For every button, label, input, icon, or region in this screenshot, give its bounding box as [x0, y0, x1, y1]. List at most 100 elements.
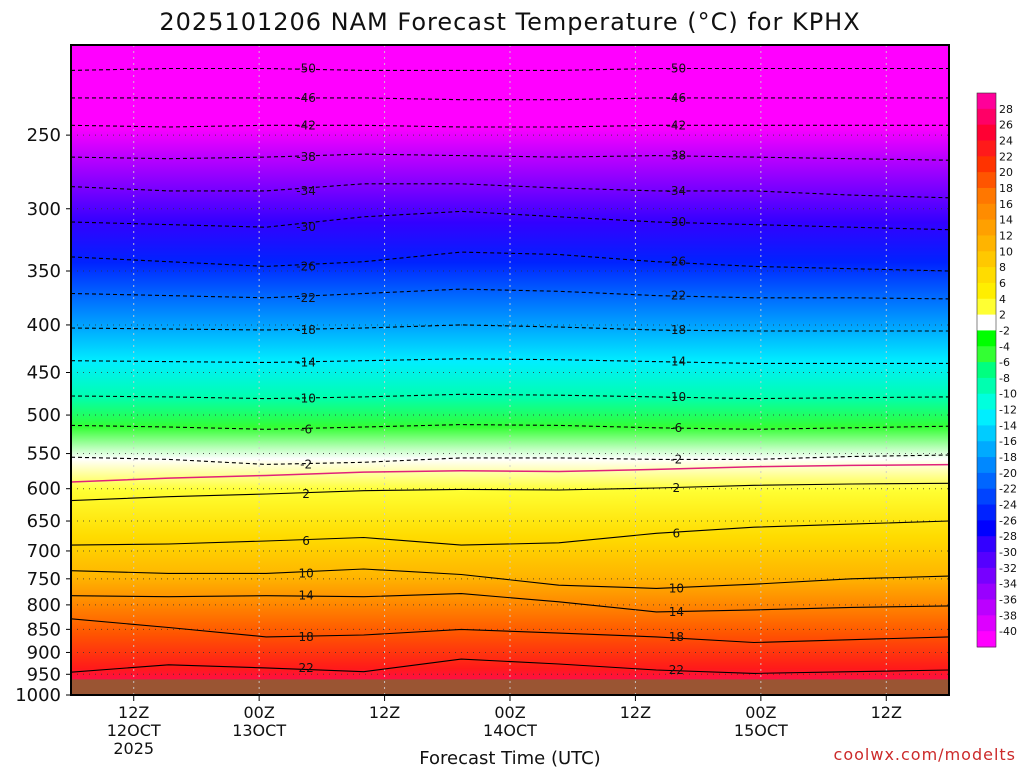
- colorbar-label: -34: [999, 578, 1017, 591]
- contour-label: -6: [300, 422, 312, 436]
- y-tick-label: 250: [27, 125, 61, 146]
- contour-line: [71, 454, 949, 465]
- colorbar-swatch: [977, 267, 996, 284]
- contour-line: [71, 97, 949, 101]
- colorbar-label: -20: [999, 467, 1017, 480]
- colorbar-label: -6: [999, 356, 1010, 369]
- contour-line: [71, 153, 949, 161]
- colorbar-label: -24: [999, 499, 1017, 512]
- colorbar-swatch: [977, 235, 996, 252]
- x-axis-title: Forecast Time (UTC): [419, 748, 600, 768]
- contour-label: -2: [300, 457, 312, 471]
- colorbar-label: 18: [999, 182, 1013, 195]
- colorbar-label: 26: [999, 119, 1013, 132]
- colorbar-swatch: [977, 156, 996, 173]
- colorbar-label: -40: [999, 625, 1017, 638]
- contour-label: -14: [667, 355, 687, 369]
- y-tick-label: 450: [27, 363, 61, 384]
- contour-line: [71, 324, 949, 332]
- colorbar-label: 10: [999, 245, 1013, 258]
- colorbar-label: -16: [999, 435, 1017, 448]
- x-tick-label: 00Z: [745, 703, 776, 722]
- y-tick-label: 800: [27, 595, 61, 616]
- contour-label: 14: [669, 605, 684, 619]
- y-axis: 2503003504004505005506006507007508008509…: [15, 125, 71, 706]
- y-tick-label: 600: [27, 479, 61, 500]
- contour-label: 18: [298, 630, 313, 644]
- contour-label: -34: [296, 184, 316, 198]
- contour-label: -6: [670, 421, 682, 435]
- x-tick-label: 2025: [113, 739, 154, 758]
- contour-label: -38: [296, 150, 316, 164]
- colorbar-swatch: [977, 251, 996, 268]
- y-tick-label: 300: [27, 199, 61, 220]
- contour-label: -50: [667, 62, 687, 76]
- y-tick-label: 850: [27, 619, 61, 640]
- contour-line: [71, 568, 949, 589]
- contour-label: 22: [298, 661, 313, 675]
- colorbar-label: -30: [999, 546, 1017, 559]
- colorbar-swatch: [977, 536, 996, 553]
- contour-label: 6: [302, 534, 310, 548]
- contour-label: -42: [296, 118, 316, 132]
- contour-label: -26: [667, 255, 687, 269]
- colorbar-swatch: [977, 203, 996, 221]
- colorbar: 28 26 24 22 20 18 16 14 12 10 8 6 4 2 -2 -4 -6 -8 -10 -12 -1…: [976, 92, 1017, 648]
- y-tick-label: 550: [27, 444, 61, 465]
- colorbar-swatch: [977, 583, 996, 601]
- colorbar-swatch: [977, 409, 996, 426]
- contour-label: -30: [667, 215, 687, 229]
- x-tick-label: 12Z: [118, 703, 149, 722]
- chart-title: 2025101206 NAM Forecast Temperature (°C)…: [159, 8, 860, 36]
- contour-label: 2: [302, 487, 310, 501]
- y-tick-label: 500: [27, 405, 61, 426]
- colorbar-swatch: [977, 314, 996, 331]
- colorbar-swatch: [977, 93, 996, 110]
- contour-line: [71, 67, 949, 71]
- y-tick-label: 1000: [15, 685, 61, 706]
- colorbar-swatch: [977, 393, 996, 411]
- x-tick-label: 15OCT: [734, 721, 788, 740]
- colorbar-swatch: [977, 552, 996, 569]
- contour-label: 10: [298, 566, 313, 580]
- colorbar-swatch: [977, 504, 996, 521]
- colorbar-swatch: [977, 425, 996, 442]
- colorbar-label: 2: [999, 309, 1006, 322]
- colorbar-label: -22: [999, 483, 1017, 496]
- contour-line: [71, 482, 949, 502]
- colorbar-swatch: [977, 330, 996, 347]
- colorbar-swatch: [977, 108, 996, 126]
- contour-label: -22: [667, 289, 687, 303]
- contour-label: 2: [673, 481, 681, 495]
- colorbar-swatch: [977, 520, 996, 537]
- contour-line: [71, 424, 949, 430]
- colorbar-label: -28: [999, 530, 1017, 543]
- colorbar-label: -32: [999, 562, 1017, 575]
- contour-line: [71, 520, 949, 546]
- colorbar-swatch: [977, 457, 996, 474]
- contour-label: -30: [296, 220, 316, 234]
- y-tick-label: 700: [27, 541, 61, 562]
- colorbar-swatch: [977, 567, 996, 585]
- contour-label: 14: [298, 589, 313, 603]
- contour-label: -18: [667, 323, 687, 337]
- colorbar-label: -38: [999, 609, 1017, 622]
- contour-label: -38: [667, 149, 687, 163]
- colorbar-swatch: [977, 172, 996, 189]
- colorbar-swatch: [977, 140, 996, 157]
- colorbar-swatch: [977, 124, 996, 141]
- contour-label: -18: [296, 323, 316, 337]
- colorbar-swatch: [977, 472, 996, 490]
- colorbar-label: -26: [999, 514, 1017, 527]
- x-tick-label: 13OCT: [232, 721, 286, 740]
- colorbar-swatch: [977, 615, 996, 632]
- x-tick-label: 12Z: [620, 703, 651, 722]
- y-tick-label: 750: [27, 569, 61, 590]
- colorbar-label: -12: [999, 404, 1017, 417]
- colorbar-label: -10: [999, 388, 1017, 401]
- contour-line: [71, 393, 949, 400]
- colorbar-label: 12: [999, 229, 1013, 242]
- contour-line: [71, 618, 949, 644]
- y-tick-label: 950: [27, 664, 61, 685]
